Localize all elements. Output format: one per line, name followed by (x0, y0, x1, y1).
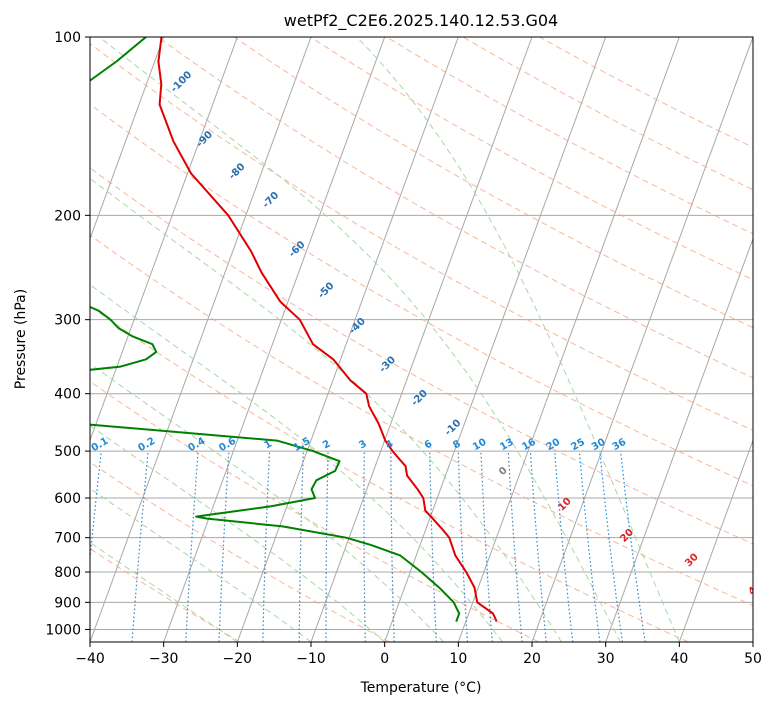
x-tick-label: −40 (75, 651, 105, 667)
x-tick-label: −20 (223, 651, 253, 667)
x-tick-label: −30 (149, 651, 179, 667)
y-tick-label: 900 (54, 595, 81, 611)
x-tick-label: −10 (296, 651, 326, 667)
y-tick-label: 700 (54, 531, 81, 547)
x-tick-label: 20 (523, 651, 541, 667)
y-tick-label: 400 (54, 387, 81, 403)
y-tick-label: 800 (54, 565, 81, 581)
y-tick-label: 200 (54, 208, 81, 224)
y-tick-label: 300 (54, 313, 81, 329)
y-axis-title: Pressure (hPa) (13, 289, 29, 389)
y-tick-label: 100 (54, 30, 81, 46)
x-axis-title: Temperature (°C) (360, 680, 482, 696)
x-tick-label: 50 (744, 651, 762, 667)
x-tick-label: 10 (449, 651, 467, 667)
x-tick-label: 0 (380, 651, 389, 667)
y-tick-label: 1000 (45, 622, 81, 638)
chart-title: wetPf2_C2E6.2025.140.12.53.G04 (284, 11, 558, 31)
x-tick-label: 40 (670, 651, 688, 667)
y-tick-label: 600 (54, 491, 81, 507)
x-tick-label: 30 (597, 651, 615, 667)
y-tick-label: 500 (54, 444, 81, 460)
